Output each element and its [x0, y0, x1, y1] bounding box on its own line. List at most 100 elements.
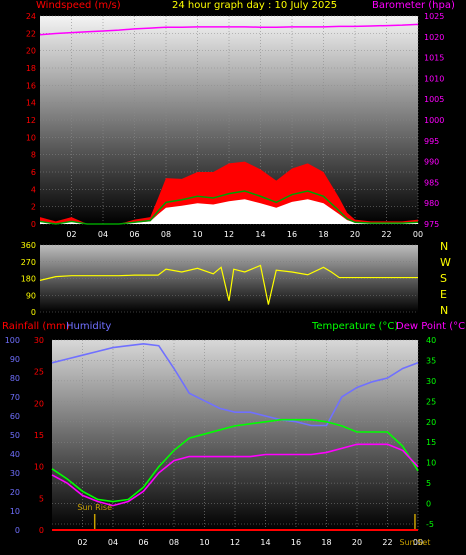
x-tick-label: 20 [352, 538, 362, 547]
x-tick-label: 02 [77, 538, 87, 547]
baro-tick-label: 995 [424, 137, 439, 146]
wind-low-area [40, 199, 418, 224]
x-tick-label: 06 [129, 230, 139, 239]
temperature-line [51, 418, 419, 503]
temp-axis-title: Temperature (°C) [311, 321, 398, 332]
x-tick-label: 16 [287, 230, 297, 239]
rain-tick-label: 0 [39, 526, 44, 535]
x-tick-label: 22 [381, 230, 391, 239]
temp-tick-label: 40 [426, 336, 436, 345]
rain-axis-title: Rainfall (mm) [2, 321, 70, 332]
humidity-tick-label: 90 [10, 355, 20, 364]
temp-tick-label: -5 [426, 520, 434, 529]
wind-tick-label: 24 [26, 12, 36, 21]
baro-tick-label: 990 [424, 158, 439, 167]
direction-tick-label: 0 [31, 308, 36, 317]
baro-axis-title: Barometer (hpa) [372, 0, 455, 11]
x-tick-label: 14 [255, 230, 265, 239]
x-tick-label: 18 [321, 538, 331, 547]
direction-tick-label: 360 [21, 241, 36, 250]
compass-label: N [440, 304, 448, 317]
x-tick-label: 00 [413, 538, 423, 547]
wind-direction-line [39, 264, 418, 305]
temp-tick-label: 25 [426, 397, 436, 406]
temp-tick-label: 35 [426, 356, 436, 365]
compass-label: N [440, 240, 448, 253]
temp-tick-label: 15 [426, 438, 436, 447]
baro-tick-label: 975 [424, 220, 439, 229]
rain-tick-label: 25 [34, 368, 44, 377]
wind-tick-label: 4 [31, 185, 36, 194]
humidity-tick-label: 80 [10, 374, 20, 383]
temp-tick-label: 20 [426, 418, 436, 427]
x-tick-label: 14 [260, 538, 270, 547]
compass-label: S [440, 272, 447, 285]
humidity-tick-label: 60 [10, 412, 20, 421]
page-title: 24 hour graph day : 10 July 2025 [172, 0, 337, 11]
wind-tick-label: 14 [26, 99, 36, 108]
wind-average-line [39, 190, 419, 225]
x-tick-label: 06 [138, 538, 148, 547]
wind-tick-label: 12 [26, 116, 36, 125]
baro-tick-label: 1005 [424, 95, 444, 104]
baro-tick-label: 980 [424, 199, 439, 208]
dew-point-line [51, 443, 419, 507]
temp-tick-label: 30 [426, 377, 436, 386]
temp-tick-label: 0 [426, 500, 431, 509]
humidity-tick-label: 50 [10, 431, 20, 440]
x-tick-label: 10 [199, 538, 209, 547]
direction-tick-label: 90 [26, 291, 36, 300]
wind-tick-label: 16 [26, 81, 36, 90]
wind-tick-label: 2 [31, 203, 36, 212]
x-tick-label: 18 [318, 230, 328, 239]
humidity-tick-label: 20 [10, 488, 20, 497]
humidity-tick-label: 30 [10, 469, 20, 478]
wind-tick-label: 6 [31, 168, 36, 177]
wind-tick-label: 18 [26, 64, 36, 73]
x-tick-label: 16 [291, 538, 301, 547]
baro-tick-label: 1020 [424, 33, 444, 42]
x-tick-label: 00 [413, 230, 423, 239]
humidity-line [51, 342, 419, 427]
wind-tick-label: 22 [26, 29, 36, 38]
wind-tick-label: 8 [31, 151, 36, 160]
humidity-tick-label: 0 [15, 526, 20, 535]
x-tick-label: 04 [108, 538, 118, 547]
humidity-tick-label: 10 [10, 507, 20, 516]
x-tick-label: 10 [192, 230, 202, 239]
temp-tick-label: 5 [426, 479, 431, 488]
humidity-tick-label: 100 [5, 336, 20, 345]
rain-tick-label: 10 [34, 463, 44, 472]
direction-tick-label: 270 [21, 258, 36, 267]
x-tick-label: 20 [350, 230, 360, 239]
baro-tick-label: 1000 [424, 116, 444, 125]
x-tick-label: 12 [224, 230, 234, 239]
humidity-tick-label: 70 [10, 393, 20, 402]
direction-tick-label: 180 [21, 275, 36, 284]
x-tick-label: 08 [161, 230, 171, 239]
compass-label: E [440, 288, 447, 301]
wind-tick-label: 20 [26, 47, 36, 56]
sunset-label: Sun Set [399, 538, 430, 547]
baro-tick-label: 985 [424, 178, 439, 187]
x-tick-label: 04 [98, 230, 108, 239]
rain-tick-label: 30 [34, 336, 44, 345]
temperature-panel [52, 340, 418, 530]
humidity-tick-label: 40 [10, 450, 20, 459]
baro-tick-label: 1025 [424, 12, 444, 21]
wind-tick-label: 10 [26, 133, 36, 142]
x-tick-label: 08 [169, 538, 179, 547]
baro-tick-label: 1015 [424, 54, 444, 63]
barometer-line [39, 23, 419, 36]
x-tick-label: 22 [382, 538, 392, 547]
x-tick-label: 12 [230, 538, 240, 547]
x-tick-label: 02 [66, 230, 76, 239]
wind-axis-title: Windspeed (m/s) [36, 0, 121, 11]
humidity-axis-title: Humidity [66, 321, 111, 332]
sunrise-label: Sun Rise [77, 503, 112, 512]
rain-tick-label: 15 [34, 431, 44, 440]
baro-tick-label: 1010 [424, 74, 444, 83]
rain-tick-label: 5 [39, 494, 44, 503]
wind-tick-label: 0 [31, 220, 36, 229]
